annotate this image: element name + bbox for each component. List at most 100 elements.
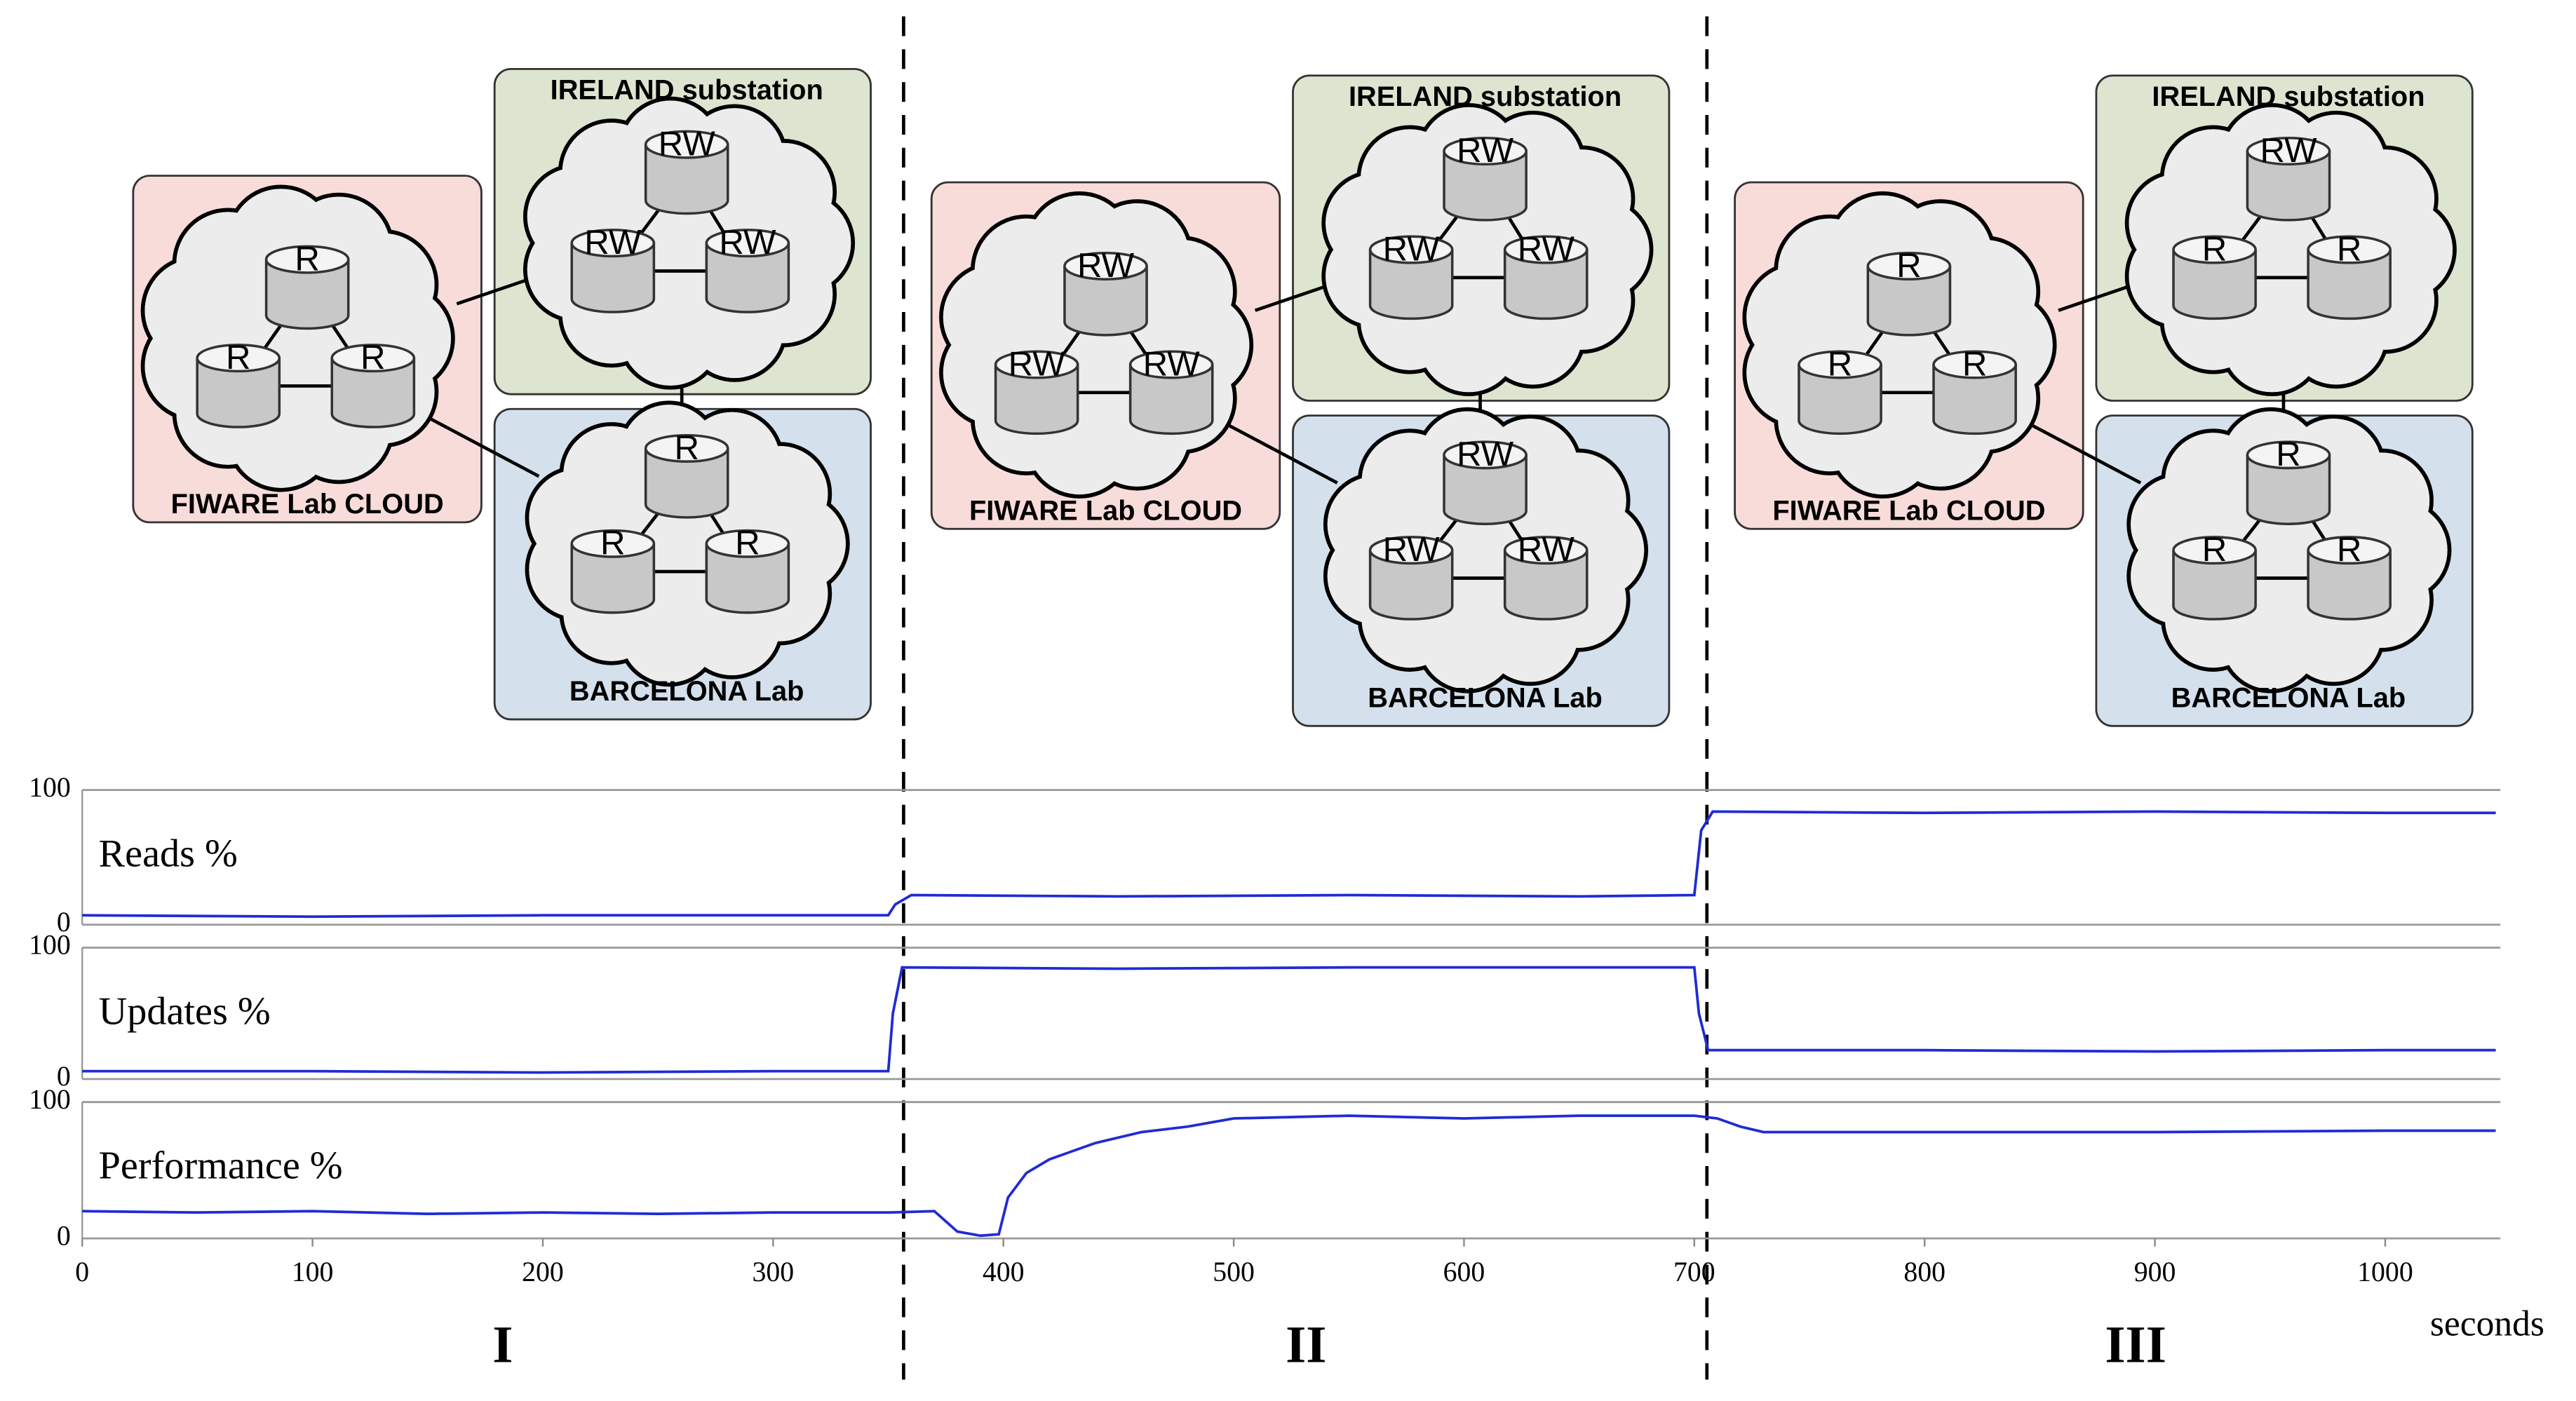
deployment-diagram: R R R FIWARE Lab CLOUD RW R R IRELAND substatio… bbox=[1734, 74, 2474, 727]
db-node-top bbox=[1866, 251, 1952, 280]
phase-label: III bbox=[2105, 1316, 2166, 1374]
site-link bbox=[456, 277, 530, 306]
y-tick-label: 0 bbox=[57, 1220, 71, 1251]
db-node-top bbox=[1932, 350, 2017, 379]
db-node bbox=[1503, 550, 1589, 621]
site-label: IRELAND substation bbox=[2152, 81, 2425, 112]
data-line bbox=[82, 810, 2496, 919]
db-node-top bbox=[2246, 440, 2331, 470]
db-node bbox=[2307, 250, 2392, 320]
db-node bbox=[1798, 364, 1882, 435]
db-node bbox=[330, 358, 416, 428]
db-node bbox=[2172, 550, 2257, 621]
db-node-top bbox=[1443, 136, 1528, 165]
db-node-top bbox=[2172, 536, 2257, 565]
db-node-top bbox=[196, 344, 281, 373]
db-node bbox=[994, 364, 1079, 435]
site-link bbox=[429, 417, 540, 478]
node-label: R bbox=[2276, 435, 2301, 473]
x-axis-label: seconds bbox=[2430, 1304, 2544, 1344]
x-tick-label: 500 bbox=[1213, 1257, 1255, 1287]
db-node bbox=[570, 543, 656, 614]
site-link bbox=[1228, 424, 1338, 485]
db-node bbox=[1368, 550, 1454, 621]
site-label: FIWARE Lab CLOUD bbox=[969, 495, 1242, 526]
data-line bbox=[82, 966, 2496, 1074]
site-label: BARCELONA Lab bbox=[1368, 682, 1603, 713]
db-node bbox=[1368, 250, 1454, 320]
chart-title: Reads % bbox=[99, 832, 238, 876]
db-node bbox=[1128, 364, 1214, 435]
db-node bbox=[644, 448, 729, 519]
site-link bbox=[2058, 284, 2131, 312]
node-label: R bbox=[2337, 530, 2362, 569]
x-tick-label: 600 bbox=[1443, 1257, 1485, 1287]
deployment-diagram: R R R FIWARE Lab CLOUD RW RW RW IRELAND substat… bbox=[132, 67, 872, 721]
db-node bbox=[644, 144, 729, 215]
node-label: R bbox=[2202, 530, 2227, 569]
x-tick-label: 100 bbox=[292, 1257, 334, 1287]
db-node-top bbox=[644, 130, 729, 159]
node-label: RW bbox=[719, 223, 776, 262]
db-node-top bbox=[570, 529, 656, 558]
db-node-top bbox=[1503, 536, 1589, 565]
y-tick-label: 0 bbox=[57, 907, 71, 938]
db-node bbox=[264, 259, 350, 330]
db-node bbox=[1443, 454, 1528, 525]
node-label: R bbox=[674, 428, 699, 467]
db-node-top bbox=[2307, 235, 2392, 264]
db-node bbox=[570, 243, 656, 313]
node-label: R bbox=[1962, 344, 1988, 383]
x-tick-label: 800 bbox=[1903, 1257, 1946, 1287]
x-tick-label: 1000 bbox=[2357, 1257, 2413, 1287]
site-label: FIWARE Lab CLOUD bbox=[171, 489, 444, 520]
node-label: R bbox=[2202, 229, 2227, 268]
site-link bbox=[1254, 284, 1328, 312]
db-node-top bbox=[1798, 350, 1882, 379]
db-node bbox=[705, 543, 790, 614]
node-label: R bbox=[735, 524, 760, 562]
phase-label: II bbox=[1286, 1316, 1326, 1374]
db-node-top bbox=[1368, 536, 1454, 565]
node-label: RW bbox=[2260, 131, 2317, 170]
db-node-top bbox=[330, 344, 416, 373]
db-node-top bbox=[264, 245, 350, 274]
y-tick-label: 100 bbox=[29, 772, 71, 803]
db-node bbox=[1063, 266, 1148, 337]
node-label: RW bbox=[1077, 246, 1135, 285]
node-label: R bbox=[600, 524, 626, 562]
db-node bbox=[1866, 266, 1952, 337]
node-label: RW bbox=[1457, 435, 1514, 473]
node-label: RW bbox=[1009, 344, 1066, 383]
db-node bbox=[1443, 151, 1528, 222]
node-label: R bbox=[360, 338, 386, 377]
db-node-top bbox=[705, 529, 790, 558]
y-tick-label: 100 bbox=[29, 930, 71, 961]
db-node bbox=[1503, 250, 1589, 320]
db-node-top bbox=[2246, 136, 2331, 165]
y-tick-label: 0 bbox=[57, 1061, 71, 1092]
db-node-top bbox=[644, 433, 729, 463]
db-node bbox=[1932, 364, 2017, 435]
db-node-top bbox=[1503, 235, 1589, 264]
x-tick-label: 200 bbox=[522, 1257, 564, 1287]
db-node-top bbox=[1128, 350, 1214, 379]
deployment-diagram: RW RW RW FIWARE Lab CLOUD RW RW RW IRELAND subs… bbox=[930, 74, 1671, 727]
node-label: R bbox=[1896, 246, 1922, 285]
node-label: RW bbox=[1383, 530, 1441, 569]
db-node bbox=[705, 243, 790, 313]
node-label: R bbox=[295, 239, 320, 278]
db-node bbox=[196, 358, 281, 428]
site-label: BARCELONA Lab bbox=[2171, 682, 2406, 713]
db-node bbox=[2172, 250, 2257, 320]
db-node-top bbox=[1368, 235, 1454, 264]
node-label: RW bbox=[1143, 344, 1201, 383]
db-node-top bbox=[1443, 440, 1528, 470]
phase-label: I bbox=[492, 1316, 513, 1374]
site-label: IRELAND substation bbox=[551, 75, 823, 106]
site-label: BARCELONA Lab bbox=[569, 676, 804, 707]
x-tick-label: 400 bbox=[983, 1257, 1025, 1287]
node-label: RW bbox=[1457, 131, 1514, 170]
node-label: R bbox=[1828, 344, 1853, 383]
